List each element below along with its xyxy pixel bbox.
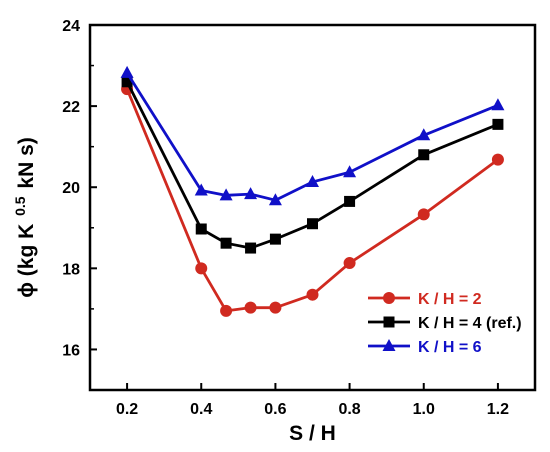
legend-marker [382,339,396,351]
data-point [120,65,134,78]
data-point [268,193,282,206]
legend-entry: K / H = 6 [368,339,482,356]
legend-marker [383,292,395,304]
data-point [343,257,356,270]
y-tick-label: 22 [62,99,80,116]
x-tick-label: 0.8 [338,401,360,418]
legend-entry: K / H = 4 (ref.) [368,315,522,332]
data-point [269,233,281,245]
y-axis-label-main: ϕ (kg K [15,224,38,298]
y-tick-label: 24 [62,18,80,35]
legend-entry: K / H = 2 [368,291,482,308]
x-tick-label: 0.6 [264,401,286,418]
y-axis-label-superscript: 0.5 [12,196,28,216]
data-point [417,208,430,221]
data-series [120,65,505,317]
data-point [344,195,356,207]
x-tick-label: 1.0 [413,401,435,418]
y-tick-label: 20 [62,180,80,197]
data-point [492,118,504,130]
series-1 [121,76,504,254]
data-point [307,218,318,230]
data-point [194,183,208,196]
data-point [121,76,133,88]
data-point [244,301,257,314]
y-tick-label: 18 [62,261,80,278]
x-tick-label: 0.2 [116,401,138,418]
series-0 [121,83,504,317]
data-point [195,262,208,275]
data-point [195,223,207,235]
data-point [343,165,357,178]
legend-marker [383,316,395,328]
legend-label: K / H = 4 (ref.) [418,315,522,332]
data-point [219,188,233,201]
data-point [306,288,319,301]
y-axis-label-tail: kN s) [15,137,38,188]
series-2 [120,65,505,206]
data-point [491,98,505,111]
data-point [269,301,282,314]
legend-label: K / H = 6 [418,339,482,356]
y-tick-label: 16 [62,342,80,359]
data-point [417,128,431,141]
data-point [306,174,319,187]
data-point [244,187,258,200]
axis-ticks: 0.2 0.4 0.6 0.8 1.0 1.2 16 18 20 22 24 [62,18,509,418]
data-point [418,149,430,161]
data-point [245,242,257,254]
data-point [220,304,233,317]
data-point [220,237,232,249]
x-axis-label: S / H [289,422,336,445]
x-tick-label: 1.2 [487,401,509,418]
legend: K / H = 2 K / H = 4 (ref.) K / H = 6 [368,291,522,356]
y-axis-label: ϕ (kg K 0.5 kN s) [7,137,38,298]
data-point [491,153,504,166]
series-line [125,88,499,313]
x-tick-label: 0.4 [190,401,212,418]
plot-frame [88,23,537,392]
legend-label: K / H = 2 [418,291,482,308]
